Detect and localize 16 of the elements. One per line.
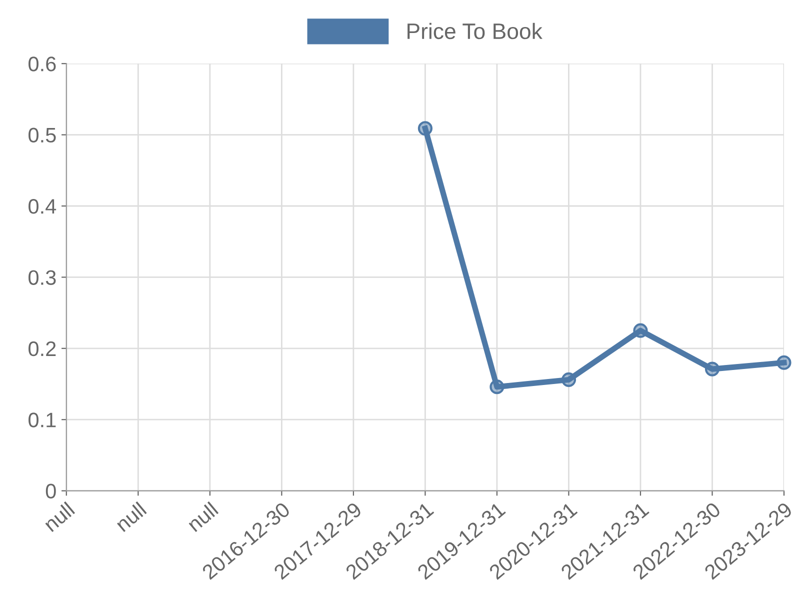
x-tick-label: null: [42, 501, 76, 532]
point: [490, 380, 504, 394]
y-tick-label: 0.3: [28, 270, 56, 285]
y-tick-label: 0.4: [28, 199, 56, 214]
y-tick-label: 0.5: [28, 128, 56, 143]
y-tick-label: 0.2: [28, 341, 56, 356]
y-tick-label: 0.6: [28, 56, 56, 72]
y-tick-label: 0: [46, 484, 56, 499]
point: [704, 362, 720, 376]
point: [776, 355, 792, 370]
x-tick-label: null: [114, 501, 147, 532]
point: [561, 372, 576, 388]
legend-label: Price To Book: [408, 22, 542, 40]
y-tick-label: 0.1: [28, 412, 56, 428]
point: [418, 121, 432, 136]
point: [633, 323, 648, 338]
